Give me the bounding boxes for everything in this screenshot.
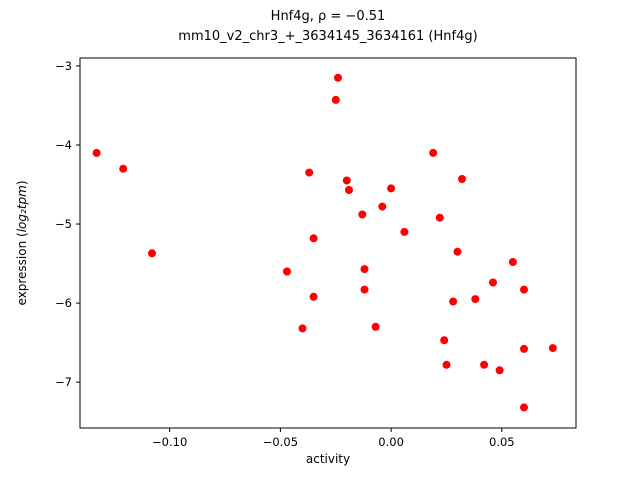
data-point: [342, 176, 351, 185]
figure-title: Hnf4g, ρ = −0.51: [270, 9, 386, 24]
data-point: [305, 168, 314, 177]
data-point: [331, 95, 340, 104]
plot-area-border: [79, 57, 577, 429]
x-tick-label: 0.00: [378, 435, 404, 449]
data-point: [458, 175, 466, 183]
figure-subtitle: mm10_v2_chr3_+_3634145_3634161 (Hnf4g): [178, 29, 478, 44]
y-axis-label-prefix: expression (: [15, 232, 29, 306]
data-point: [548, 344, 557, 353]
data-point: [360, 285, 369, 294]
data-point: [92, 148, 101, 157]
data-point: [345, 186, 353, 194]
data-point: [119, 164, 128, 173]
data-point: [387, 184, 396, 193]
data-point: [453, 247, 462, 256]
data-point: [435, 213, 444, 222]
data-point: [378, 202, 387, 211]
data-point: [309, 292, 318, 301]
x-tick-label: −0.05: [263, 435, 298, 449]
data-point: [471, 295, 480, 304]
data-point: [358, 210, 367, 219]
data-point: [148, 249, 156, 258]
data-point: [520, 403, 528, 412]
data-point: [440, 336, 449, 345]
data-point: [283, 267, 291, 276]
data-point: [520, 285, 528, 294]
x-tick-label: −0.10: [152, 435, 187, 449]
y-tick-label: −6: [55, 296, 72, 310]
y-tick-label: −7: [55, 375, 72, 389]
y-tick-label: −4: [55, 138, 72, 152]
data-point: [449, 297, 458, 306]
data-point: [309, 234, 318, 243]
data-point: [400, 227, 409, 236]
data-point: [298, 324, 307, 333]
data-point: [360, 265, 369, 274]
data-point: [489, 278, 497, 287]
y-tick-label: −5: [55, 217, 72, 231]
data-point: [371, 322, 380, 331]
data-point: [334, 73, 342, 82]
y-tick-label: −3: [55, 59, 72, 73]
y-axis-label-math: log₂tpm: [15, 185, 29, 233]
y-axis-label: expression (log₂tpm): [15, 180, 29, 305]
data-point: [520, 344, 528, 353]
data-point: [480, 360, 489, 369]
data-point: [442, 360, 451, 369]
y-axis-label-suffix: ): [15, 180, 29, 186]
data-point: [508, 258, 517, 266]
data-point: [429, 148, 438, 157]
x-tick-label: 0.05: [489, 435, 515, 449]
x-axis-label: activity: [305, 452, 351, 466]
data-point: [495, 366, 504, 375]
